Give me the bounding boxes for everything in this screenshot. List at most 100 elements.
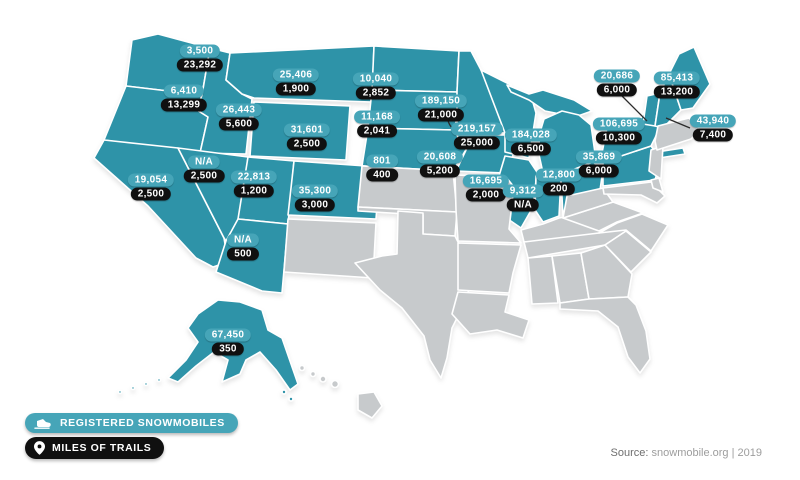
state-label-ME: 85,413 13,200	[653, 71, 701, 99]
state-label-WA: 3,500 23,292	[176, 44, 224, 72]
state-shape-delaware	[650, 177, 664, 193]
leader-line-new-hampshire	[665, 117, 691, 129]
leader-line-vermont	[618, 92, 648, 122]
state-label-NH: 43,940 7,400	[689, 114, 737, 142]
state-shape-texas	[354, 210, 472, 379]
registered-snowmobiles-pill: 85,413	[653, 71, 701, 85]
state-shape-michigan-upper	[506, 84, 593, 118]
miles-of-trails-pill: 3,000	[294, 198, 336, 212]
aleutian-islands	[117, 377, 294, 402]
hawaii-island-dot	[298, 364, 306, 372]
registered-snowmobiles-pill: 3,500	[179, 44, 221, 58]
registered-snowmobiles-pill: 10,040	[352, 72, 400, 86]
state-shape-southern-new-england	[654, 117, 702, 151]
miles-of-trails-pill: 350	[212, 342, 244, 356]
state-label-CA: 19,054 2,500	[127, 173, 175, 201]
registered-snowmobiles-pill: 9,312	[502, 184, 544, 198]
miles-of-trails-pill: 400	[366, 168, 398, 182]
miles-of-trails-pill: 500	[227, 247, 259, 261]
state-shape-west-virginia	[562, 187, 614, 219]
state-label-WI: 219,157 25,000	[450, 122, 504, 150]
miles-of-trails-pill: N/A	[506, 198, 540, 212]
registered-snowmobiles-pill: 184,028	[504, 128, 558, 142]
miles-of-trails-pill: 13,200	[653, 85, 701, 99]
registered-snowmobiles-pill: 31,601	[283, 123, 331, 137]
miles-of-trails-pill: 10,300	[595, 131, 643, 145]
miles-of-trails-pill: 21,000	[417, 108, 465, 122]
registered-snowmobiles-pill: 35,869	[575, 150, 623, 164]
state-shape-north-carolina	[598, 213, 669, 252]
miles-of-trails-pill: 2,041	[356, 124, 398, 138]
hawaii-island-dot	[309, 370, 317, 378]
state-shape-hawaii-big-island	[357, 391, 383, 419]
legend-registered-snowmobiles: REGISTERED SNOWMOBILES	[25, 413, 238, 433]
aleutian-island-dot	[143, 381, 149, 387]
registered-snowmobiles-pill: 106,695	[592, 117, 646, 131]
state-label-IN: 9,312 N/A	[502, 184, 544, 212]
miles-of-trails-pill: 2,852	[355, 86, 397, 100]
state-shape-florida	[559, 296, 651, 374]
miles-of-trails-pill: 2,000	[465, 188, 507, 202]
registered-snowmobiles-pill: 26,443	[215, 103, 263, 117]
state-label-NE: 801 400	[366, 154, 398, 182]
registered-snowmobiles-pill: 11,168	[354, 110, 400, 124]
miles-of-trails-pill: 6,500	[510, 142, 552, 156]
legend-registered-label: REGISTERED SNOWMOBILES	[60, 417, 225, 429]
state-label-NY: 106,695 10,300	[592, 117, 646, 145]
registered-snowmobiles-pill: N/A	[226, 233, 260, 247]
snowmobile-icon	[34, 418, 51, 429]
source-label: Source:	[610, 447, 649, 459]
registered-snowmobiles-pill: N/A	[187, 155, 221, 169]
state-label-MN: 189,150 21,000	[414, 94, 468, 122]
state-label-AZ: N/A 500	[226, 233, 260, 261]
state-label-UT: 22,813 1,200	[230, 170, 278, 198]
legend-miles-of-trails: MILES OF TRAILS	[25, 437, 165, 459]
miles-of-trails-pill: 6,000	[578, 164, 620, 178]
registered-snowmobiles-pill: 12,800	[535, 168, 583, 182]
state-label-IL: 16,695 2,000	[462, 174, 510, 202]
registered-snowmobiles-pill: 801	[366, 154, 398, 168]
state-label-ND: 10,040 2,852	[352, 72, 400, 100]
state-label-CO: 35,300 3,000	[291, 184, 339, 212]
registered-snowmobiles-pill: 16,695	[462, 174, 510, 188]
miles-of-trails-pill: 2,500	[130, 187, 172, 201]
registered-snowmobiles-pill: 189,150	[414, 94, 468, 108]
legend-trails-label: MILES OF TRAILS	[52, 442, 152, 454]
state-label-NV: N/A 2,500	[183, 155, 225, 183]
miles-of-trails-pill: 200	[543, 182, 575, 196]
source-credit: Source: snowmobile.org | 2019	[611, 447, 762, 459]
registered-snowmobiles-pill: 67,450	[204, 328, 252, 342]
state-label-WY: 31,601 2,500	[283, 123, 331, 151]
state-label-PA: 35,869 6,000	[575, 150, 623, 178]
registered-snowmobiles-pill: 6,410	[163, 84, 205, 98]
aleutian-island-dot	[130, 385, 136, 391]
state-label-MI: 184,028 6,500	[504, 128, 558, 156]
registered-snowmobiles-pill: 43,940	[689, 114, 737, 128]
registered-snowmobiles-pill: 19,054	[127, 173, 175, 187]
miles-of-trails-pill: 25,000	[453, 136, 501, 150]
state-shape-mississippi	[527, 255, 559, 305]
registered-snowmobiles-pill: 35,300	[291, 184, 339, 198]
miles-of-trails-pill: 6,000	[596, 83, 638, 97]
state-label-SD: 11,168 2,041	[354, 110, 400, 138]
miles-of-trails-pill: 7,400	[692, 128, 734, 142]
miles-of-trails-pill: 1,900	[275, 82, 317, 96]
miles-of-trails-pill: 5,200	[419, 164, 461, 178]
miles-of-trails-pill: 13,299	[160, 98, 208, 112]
location-pin-icon	[34, 441, 45, 455]
miles-of-trails-pill: 1,200	[233, 184, 275, 198]
hawaii-island-dot	[330, 379, 340, 389]
state-shape-louisiana	[451, 291, 530, 339]
hawaii-island-dot	[319, 375, 327, 383]
state-label-VT: 20,686 6,000	[593, 69, 641, 97]
states-with-data	[93, 33, 711, 391]
source-text: snowmobile.org | 2019	[651, 447, 762, 459]
state-label-ID: 26,443 5,600	[215, 103, 263, 131]
miles-of-trails-pill: 5,600	[218, 117, 260, 131]
aleutian-island-dot	[281, 389, 287, 395]
registered-snowmobiles-pill: 219,157	[450, 122, 504, 136]
aleutian-island-dot	[156, 377, 162, 383]
legend: REGISTERED SNOWMOBILES MILES OF TRAILS	[25, 413, 238, 459]
